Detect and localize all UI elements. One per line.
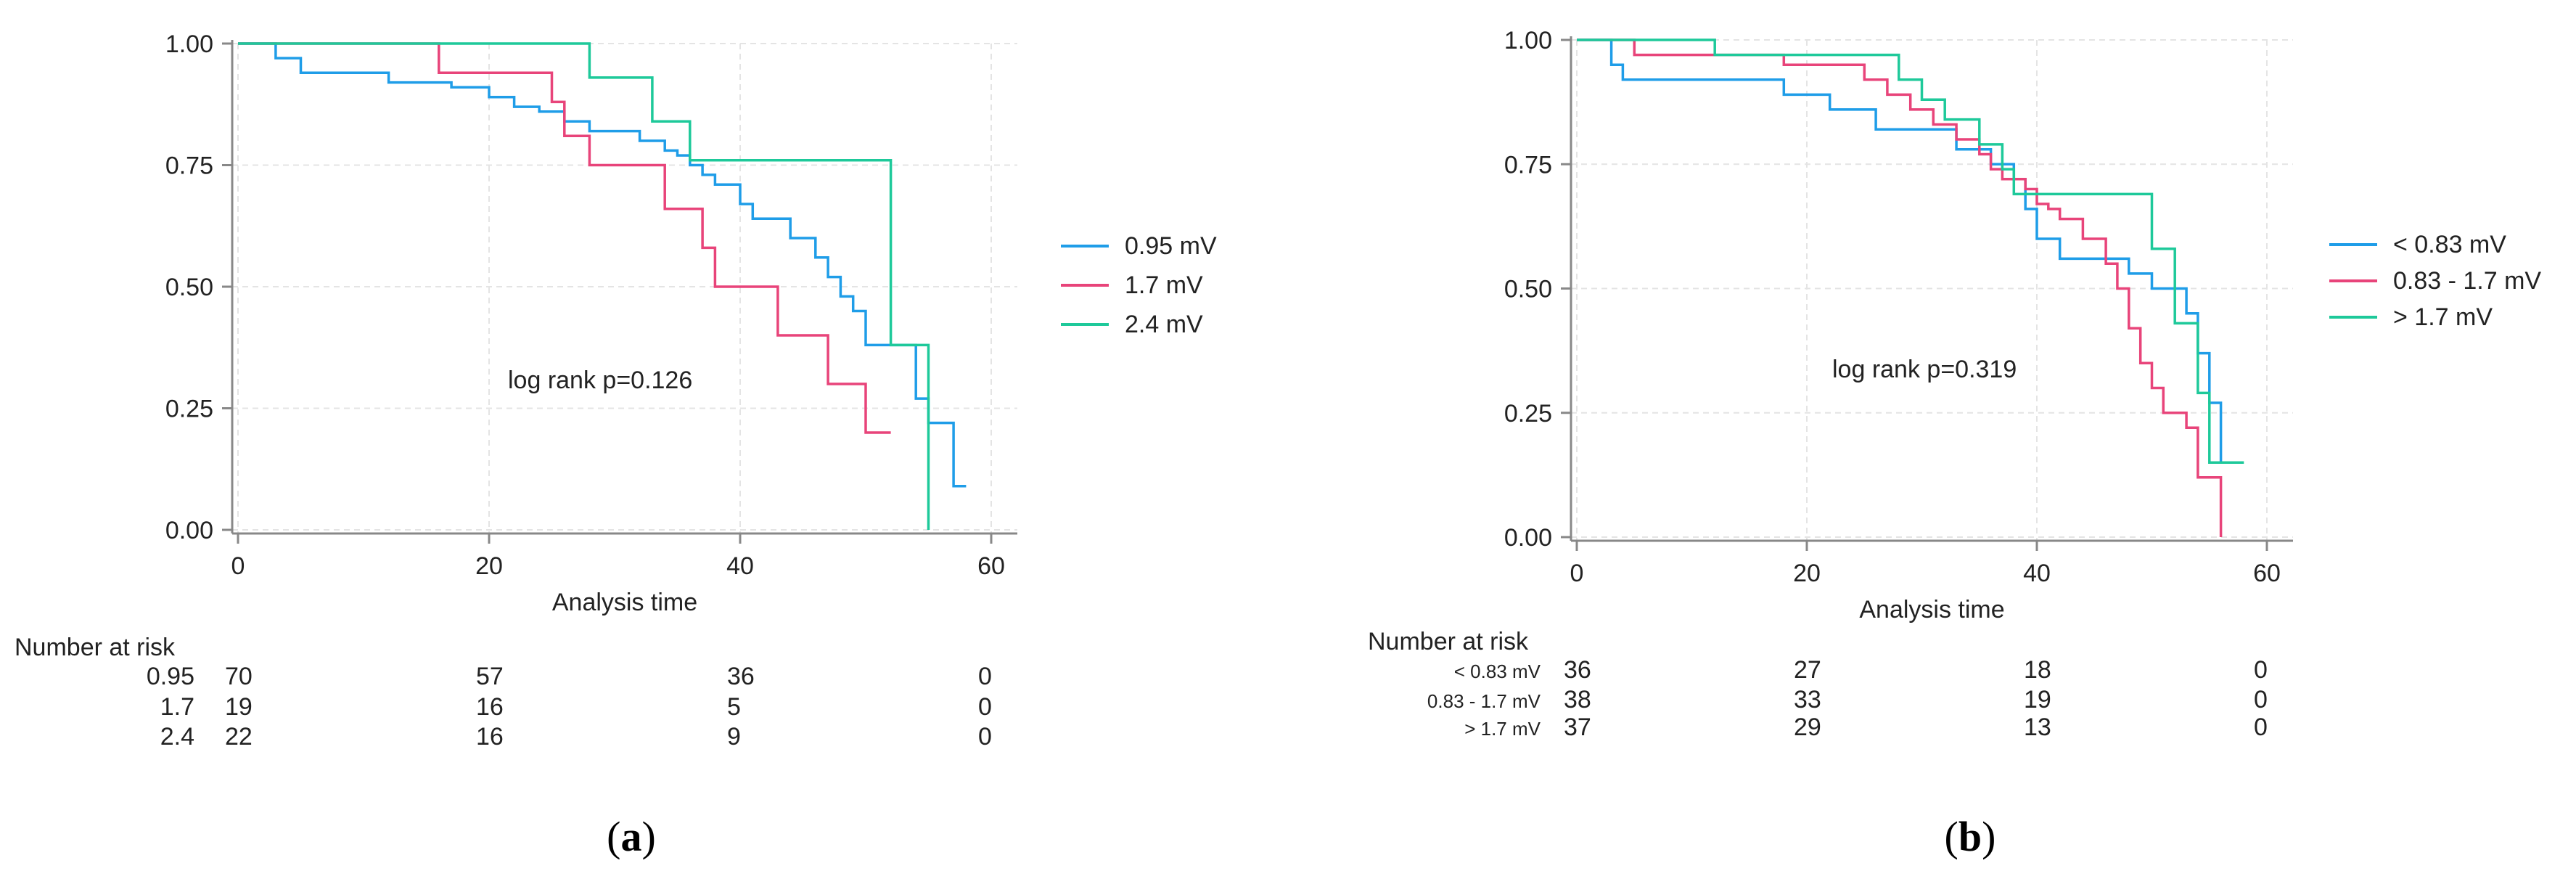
x-axis-label: Analysis time <box>1859 596 2004 623</box>
risk-count: 5 <box>727 693 741 721</box>
y-tick-label: 0.75 <box>1504 151 1552 179</box>
km-curve-blue <box>1577 38 2223 463</box>
risk-count: 27 <box>1794 656 1821 684</box>
risk-row-label: < 0.83 mV <box>1454 661 1541 682</box>
y-tick-label: 0.25 <box>165 396 213 423</box>
km-curve-pink <box>1577 38 2223 537</box>
km-curve-blue <box>238 42 967 488</box>
risk-count: 0 <box>2254 713 2268 741</box>
y-tick-label: 0.00 <box>1504 524 1552 552</box>
risk-row-label: 0.95 <box>147 663 194 690</box>
risk-count: 19 <box>2024 686 2051 713</box>
x-tick-label: 0 <box>1570 560 1584 587</box>
risk-table-title: Number at risk <box>15 634 176 661</box>
risk-row-label: 0.83 - 1.7 mV <box>1427 690 1541 712</box>
chart-panel-b: 0.00 0.25 0.50 0.75 1.00 0 20 40 60 Analysis time… <box>1368 27 2541 860</box>
risk-row-label: 2.4 <box>160 723 194 751</box>
risk-table: Number at risk < 0.83 mV 36 27 18 0 0.83 - 1.7… <box>1368 628 2268 741</box>
y-tick-label: 0.25 <box>1504 400 1552 428</box>
risk-count: 0 <box>2254 686 2268 713</box>
y-tick-label: 0.00 <box>165 517 213 544</box>
km-curve-pink <box>238 42 891 434</box>
y-tick-label: 1.00 <box>1504 27 1552 54</box>
risk-count: 57 <box>476 663 504 690</box>
risk-count: 16 <box>476 693 504 721</box>
risk-count: 38 <box>1564 686 1591 713</box>
x-tick-label: 40 <box>726 552 754 580</box>
risk-row-label: 1.7 <box>160 693 194 721</box>
risk-count: 13 <box>2024 713 2051 741</box>
risk-count: 16 <box>476 723 504 751</box>
risk-count: 19 <box>225 693 253 721</box>
risk-count: 0 <box>978 723 992 751</box>
x-tick-label: 0 <box>231 552 245 580</box>
risk-count: 36 <box>727 663 755 690</box>
x-tick-label: 60 <box>977 552 1005 580</box>
risk-count: 37 <box>1564 713 1591 741</box>
log-rank-annotation: log rank p=0.126 <box>508 367 692 394</box>
legend: < 0.83 mV 0.83 - 1.7 mV > 1.7 mV <box>2329 231 2541 331</box>
y-tick-label: 0.75 <box>165 152 213 180</box>
y-tick-label: 0.50 <box>165 274 213 301</box>
x-axis-label: Analysis time <box>552 589 697 616</box>
legend-entry-label: 2.4 mV <box>1125 311 1203 338</box>
risk-table-title: Number at risk <box>1368 628 1529 655</box>
risk-count: 9 <box>727 723 741 751</box>
risk-count: 0 <box>978 693 992 721</box>
log-rank-annotation: log rank p=0.319 <box>1832 356 2017 383</box>
km-curve-green <box>238 42 930 530</box>
chart-panel-a: 0.00 0.25 0.50 0.75 1.00 0 20 40 60 Analysis time… <box>15 30 1217 860</box>
risk-count: 18 <box>2024 656 2051 684</box>
risk-count: 70 <box>225 663 253 690</box>
legend-entry-label: < 0.83 mV <box>2393 231 2506 258</box>
x-tick-label: 20 <box>1793 560 1821 587</box>
y-tick-label: 1.00 <box>165 30 213 58</box>
x-tick-label: 20 <box>475 552 503 580</box>
legend-entry-label: 1.7 mV <box>1125 271 1203 299</box>
x-tick-label: 40 <box>2023 560 2051 587</box>
legend-entry-label: 0.95 mV <box>1125 232 1217 260</box>
panel-caption: (b) <box>1945 813 1996 860</box>
x-tick-label: 60 <box>2253 560 2281 587</box>
risk-count: 22 <box>225 723 253 751</box>
risk-count: 33 <box>1794 686 1821 713</box>
risk-count: 29 <box>1794 713 1821 741</box>
legend: 0.95 mV 1.7 mV 2.4 mV <box>1061 232 1217 338</box>
risk-count: 0 <box>978 663 992 690</box>
legend-entry-label: 0.83 - 1.7 mV <box>2393 267 2541 295</box>
km-curve-green <box>1577 38 2244 465</box>
risk-count: 0 <box>2254 656 2268 684</box>
y-tick-label: 0.50 <box>1504 276 1552 303</box>
risk-row-label: > 1.7 mV <box>1464 718 1541 740</box>
panel-caption: (a) <box>607 813 656 860</box>
risk-count: 36 <box>1564 656 1591 684</box>
legend-entry-label: > 1.7 mV <box>2393 303 2493 331</box>
